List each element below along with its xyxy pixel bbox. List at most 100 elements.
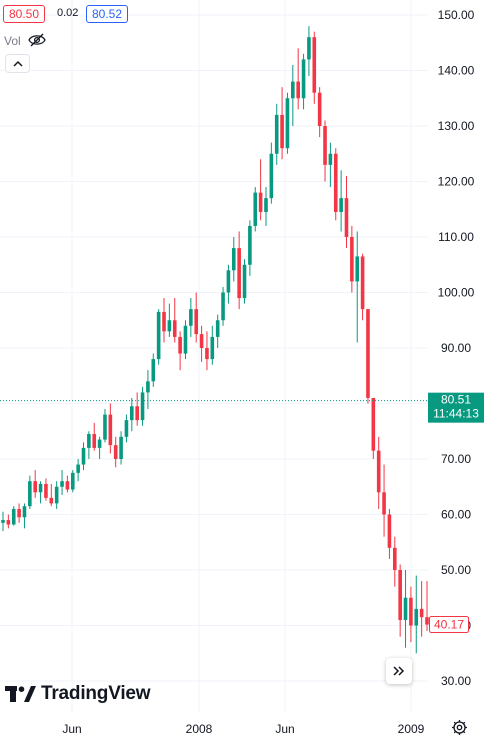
last-price-value: 40.17: [434, 618, 464, 632]
candle-body: [312, 37, 317, 93]
candle: [376, 436, 381, 509]
candle: [242, 259, 247, 304]
collapse-button[interactable]: [5, 54, 30, 73]
candle-body: [28, 481, 32, 507]
candle-body: [103, 414, 107, 440]
candle-body: [264, 198, 268, 213]
candle: [17, 503, 21, 523]
y-tick-label: 140.00: [438, 64, 475, 78]
candle-body: [205, 348, 209, 360]
candle: [419, 581, 424, 637]
candle-body: [382, 492, 386, 515]
candle-body: [285, 98, 290, 149]
candle-body: [366, 309, 370, 398]
candle-body: [333, 153, 338, 213]
candle: [366, 309, 370, 404]
candle-body: [1, 520, 5, 523]
candle-body: [167, 320, 172, 332]
candle: [1, 511, 5, 532]
candle-body: [44, 483, 48, 498]
candle: [360, 253, 365, 321]
candlestick-series: [1, 26, 429, 654]
candle: [11, 506, 16, 526]
candle: [258, 159, 263, 221]
y-tick-label: 70.00: [441, 452, 471, 466]
candle: [167, 303, 172, 337]
candle-body: [301, 59, 306, 99]
bid-price[interactable]: 80.50: [3, 5, 46, 23]
x-tick-label: 2008: [186, 722, 213, 736]
tradingview-logo[interactable]: TradingView: [5, 683, 151, 705]
candle-body: [76, 464, 80, 473]
candle-body: [409, 597, 413, 626]
candle: [280, 87, 284, 160]
candle-body: [242, 264, 247, 299]
candle: [226, 264, 231, 304]
candle-body: [38, 483, 43, 493]
y-tick-label: 110.00: [438, 230, 474, 244]
candle-body: [162, 311, 166, 332]
candle-body: [113, 445, 118, 459]
candle: [119, 431, 123, 465]
candle-body: [237, 248, 241, 299]
candle: [205, 331, 209, 371]
candle: [398, 564, 402, 637]
candle: [317, 87, 322, 138]
candle-body: [151, 359, 156, 382]
candle: [414, 575, 419, 654]
y-tick-label: 100.00: [438, 286, 475, 300]
candle-body: [307, 37, 311, 60]
candle: [371, 397, 376, 459]
candle-body: [70, 472, 75, 490]
x-tick-label: Jun: [62, 722, 81, 736]
logo-text: TradingView: [41, 683, 151, 704]
candle: [189, 298, 193, 337]
candle-body: [360, 256, 365, 310]
candle-body: [22, 506, 27, 518]
bar-countdown: 11:44:13: [433, 407, 479, 421]
candle: [301, 53, 306, 110]
candle: [237, 231, 241, 310]
candle-body: [328, 153, 333, 165]
candle-body: [65, 481, 70, 490]
candle-body: [210, 336, 215, 360]
settings-button[interactable]: [451, 719, 468, 741]
candle: [60, 470, 64, 496]
candle: [172, 298, 177, 343]
candle-body: [215, 320, 220, 337]
candle-body: [226, 270, 231, 293]
y-tick-label: 50.00: [441, 563, 471, 577]
time-axis[interactable]: Jun 2008 Jun 2009: [62, 722, 424, 736]
candle-body: [108, 414, 113, 446]
y-tick-label: 60.00: [441, 508, 471, 522]
last-price-label: 40.17: [429, 616, 469, 634]
candle: [44, 478, 48, 501]
candle: [355, 231, 360, 343]
candle: [328, 142, 333, 188]
price-axis[interactable]: 150.00 140.00 130.00 120.00 110.00 100.00 90.0…: [438, 8, 475, 688]
candle: [87, 431, 91, 459]
candle: [38, 481, 43, 504]
candle: [307, 26, 311, 77]
candle: [199, 325, 204, 362]
y-tick-label: 130.00: [438, 119, 475, 133]
ask-price[interactable]: 80.52: [86, 5, 129, 23]
candle-body: [387, 514, 392, 548]
candle: [210, 325, 215, 365]
eye-off-icon[interactable]: [28, 33, 46, 52]
candle-body: [339, 198, 343, 213]
candle: [151, 353, 156, 387]
y-tick-label: 120.00: [438, 175, 475, 189]
scroll-to-realtime-button[interactable]: [386, 658, 412, 684]
candle: [425, 581, 429, 632]
candle-body: [350, 237, 354, 282]
candle-body: [17, 508, 21, 518]
candle: [323, 120, 327, 182]
candle-body: [317, 92, 322, 126]
y-tick-label: 30.00: [441, 674, 471, 688]
candle: [350, 225, 354, 293]
candle: [253, 187, 258, 232]
candle: [6, 514, 11, 529]
candle: [28, 475, 32, 509]
